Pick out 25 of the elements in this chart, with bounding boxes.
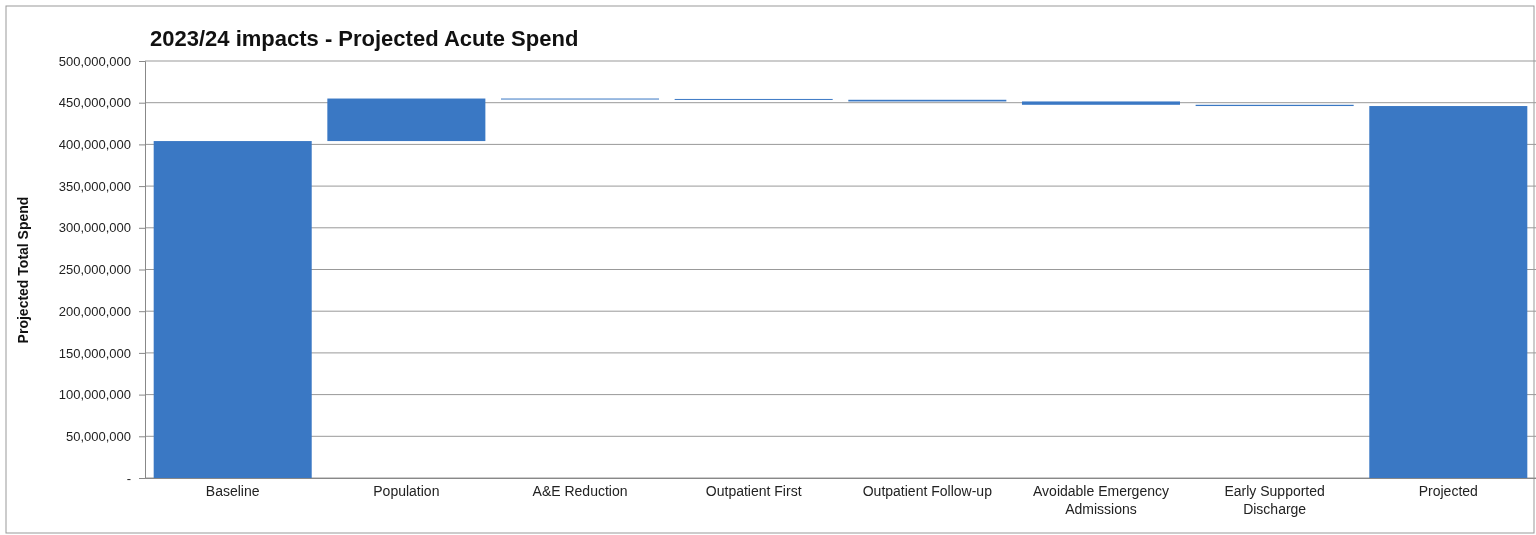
x-tick-label: Baseline: [205, 483, 260, 500]
y-axis-title: Projected Total Spend: [15, 196, 31, 344]
y-tick-label: -: [126, 470, 131, 486]
y-tick-label: 400,000,000: [58, 137, 131, 153]
y-tick-label: 300,000,000: [58, 220, 131, 236]
x-tick-label: Outpatient First: [705, 483, 802, 500]
y-tick-label: 350,000,000: [58, 178, 131, 194]
y-tick-label: 150,000,000: [58, 345, 131, 361]
y-tick-label: 500,000,000: [58, 53, 131, 69]
y-tick-label: 450,000,000: [58, 95, 131, 111]
y-tick-label: 100,000,000: [58, 387, 131, 403]
x-tick-label: A&E Reduction: [532, 483, 628, 500]
bar: [153, 141, 312, 478]
y-tick-label: 200,000,000: [58, 303, 131, 319]
x-tick-label: Early Supported Discharge: [1224, 483, 1325, 517]
chart-title: 2023/24 impacts - Projected Acute Spend: [150, 26, 579, 51]
bar: [327, 98, 486, 142]
y-tick-label: 50,000,000: [65, 428, 131, 444]
x-tick-label: Population: [373, 483, 440, 500]
x-tick-label: Outpatient Follow-up: [862, 483, 993, 500]
y-tick-label: 250,000,000: [58, 262, 131, 278]
x-tick-label: Avoidable Emergency Admissions: [1033, 483, 1169, 517]
bar: [1369, 106, 1528, 478]
bar: [1021, 101, 1180, 105]
x-tick-label: Projected: [1418, 483, 1478, 500]
